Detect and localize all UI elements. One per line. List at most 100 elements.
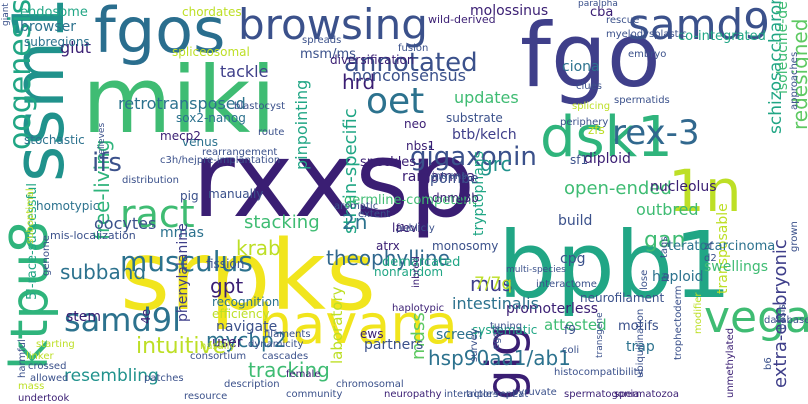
cloud-word: embryo — [628, 49, 667, 60]
cloud-word: promoterless — [506, 301, 599, 317]
cloud-word: laevis — [392, 221, 427, 235]
cloud-word: crossed — [28, 361, 67, 372]
cloud-word: user — [212, 335, 243, 351]
cloud-word: 7/7q — [474, 274, 513, 294]
cloud-word: tags — [659, 236, 670, 258]
cloud-word: interactors — [444, 389, 499, 400]
cloud-word: d2 — [704, 253, 717, 264]
cloud-word: samd9 — [628, 0, 770, 49]
cloud-word: tracking — [248, 358, 330, 382]
cloud-word: interactome — [536, 279, 597, 290]
cloud-word: hsp90aa1/ab1 — [428, 346, 571, 370]
cloud-word: efficiency — [212, 307, 270, 321]
cloud-word: phenylalanine — [175, 223, 191, 322]
cloud-word: starting — [36, 339, 75, 350]
cloud-word: cascades — [262, 351, 309, 362]
cloud-word: description — [224, 379, 280, 390]
cloud-word: fgos — [94, 0, 226, 67]
cloud-word: vega — [704, 292, 808, 343]
cloud-word: resource — [184, 391, 228, 402]
cloud-word: publicly — [396, 223, 435, 234]
cloud-word: basis — [777, 304, 788, 330]
cloud-word: subband — [60, 260, 147, 284]
cloud-word: ract — [120, 192, 195, 236]
cloud-word: ifs — [92, 148, 122, 178]
cloud-word: gpt — [210, 274, 244, 298]
cloud-word: 1n — [668, 157, 742, 225]
cloud-word: spliceosomal — [172, 45, 250, 59]
cloud-word: relieves — [97, 122, 107, 158]
cloud-word: aromatic — [334, 201, 379, 212]
cloud-word: rearrangement — [202, 147, 278, 158]
cloud-word: annotated — [344, 48, 478, 78]
cloud-word: distribution — [122, 175, 179, 186]
cloud-word: stochastic — [24, 133, 85, 147]
cloud-word: wild-derived — [428, 13, 496, 26]
cloud-word: 2n — [342, 210, 368, 234]
cloud-word: route — [258, 127, 285, 138]
cloud-word: nbs1 — [406, 139, 436, 153]
cloud-word: diversification — [330, 53, 415, 67]
cloud-word: demarcated — [382, 255, 461, 270]
cloud-word: germline-competent — [344, 193, 477, 208]
cloud-word: krab — [236, 236, 281, 260]
cloud-word: cba — [590, 5, 614, 20]
cloud-word: stacking — [244, 212, 320, 233]
cloud-word: speckles — [360, 155, 417, 170]
cloud-word: samd9l — [64, 301, 182, 339]
cloud-word: laboratory — [328, 286, 346, 364]
cloud-word: intestinalis — [452, 294, 539, 313]
cloud-word: tackle — [220, 62, 269, 81]
cloud-word: rxxsp — [192, 119, 476, 241]
cloud-word: bpb1 — [498, 212, 732, 319]
cloud-word: browsing — [238, 0, 428, 49]
cloud-word: approaches — [789, 51, 800, 110]
cloud-word: filaments — [264, 329, 311, 340]
cloud-word: oocytes — [94, 214, 157, 233]
cloud-word: sf1 — [570, 153, 589, 167]
cloud-word: neurofilament — [580, 291, 665, 305]
cloud-word: trophectoderm — [673, 285, 684, 360]
cloud-word: open-ended — [564, 178, 672, 199]
cloud-word: multi-species — [506, 265, 566, 275]
cloud-word: gigaxonin — [410, 142, 537, 172]
cloud-word: grc — [480, 152, 512, 176]
cloud-word: ciona — [562, 59, 600, 75]
cloud-word: chromosomal — [336, 379, 404, 390]
cloud-word: hrd — [342, 70, 376, 94]
cloud-word: linker — [26, 351, 54, 362]
cloud-word: blastocyst — [234, 101, 286, 112]
cloud-word: glut — [60, 38, 92, 57]
cloud-word: community — [286, 389, 343, 400]
cloud-word: spreads — [302, 35, 342, 46]
cloud-word: genome — [41, 235, 52, 276]
cloud-word: musculus — [120, 245, 253, 278]
cloud-word: partners — [364, 337, 424, 353]
cloud-word: fgo — [520, 4, 661, 107]
cloud-word: dnmt3b — [432, 191, 479, 205]
cloud-word: spermatozoa — [614, 389, 680, 400]
cloud-word: paralpha — [578, 0, 618, 9]
cloud-word: theophylline — [326, 246, 450, 270]
cloud-word: rescue — [606, 15, 640, 26]
cloud-word: build — [558, 213, 593, 229]
cloud-word: recognition — [212, 295, 280, 309]
cloud-word: manually — [208, 187, 264, 201]
cloud-word: screen — [436, 327, 483, 343]
cloud-word: mrnas — [160, 225, 204, 241]
cloud-word: pombe — [430, 171, 479, 187]
cloud-word: clues — [576, 81, 602, 92]
cloud-word: subregions — [24, 35, 90, 49]
cloud-word: outbred — [636, 200, 699, 219]
cloud-word: mass — [18, 381, 45, 392]
cloud-word: inbred — [411, 256, 422, 288]
cloud-word: systematic — [472, 323, 538, 337]
cloud-word: lose — [639, 269, 650, 290]
cloud-word: f1 — [396, 223, 406, 234]
cloud-word: databases — [764, 315, 808, 326]
cloud-word: undertook — [18, 393, 70, 404]
cloud-word: survey — [469, 328, 480, 362]
cloud-word: harmful — [17, 339, 28, 378]
cloud-word: haploid — [652, 269, 704, 285]
cloud-word: resembling — [64, 366, 159, 386]
